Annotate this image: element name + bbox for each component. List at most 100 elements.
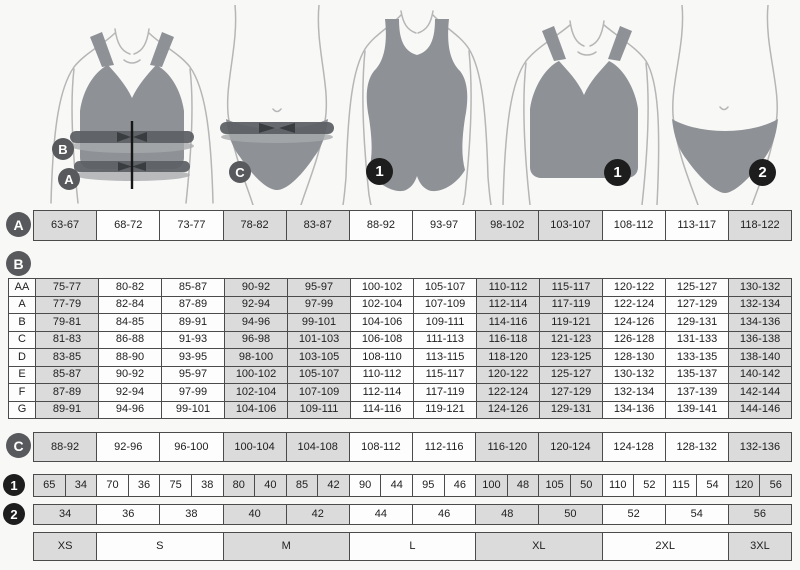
- cell-b-measure: 98-100: [225, 349, 287, 366]
- cell-b-measure: 128-130: [603, 349, 665, 366]
- cell-b-measure: 121-123: [540, 331, 602, 348]
- cell-b-measure: 117-119: [540, 296, 602, 313]
- cell-b-measure: 115-117: [414, 366, 476, 383]
- table-1-bra-sizes: 65 34 70 36 75 38 80 40 85 42 90 44 95 46 100 48 105 50 11…: [33, 474, 792, 497]
- cell-b-measure: 100-102: [351, 279, 413, 296]
- cell-b-measure: 102-104: [225, 384, 287, 401]
- cell-a-measure: 68-72: [97, 211, 160, 240]
- cell-bra-size: 120: [728, 475, 760, 496]
- cell-b-measure: 90-92: [99, 366, 161, 383]
- cell-b-measure: 136-138: [729, 331, 791, 348]
- cell-briefs-size: 52: [602, 505, 665, 524]
- cell-briefs-size: 54: [665, 505, 728, 524]
- cell-b-measure: 83-85: [36, 349, 98, 366]
- cell-b-measure: 130-132: [603, 366, 665, 383]
- cell-a-measure: 103-107: [539, 211, 602, 240]
- cell-b-measure: 86-88: [99, 331, 161, 348]
- bra-shape: [530, 26, 638, 178]
- cell-bra-size: 80: [223, 475, 255, 496]
- cell-c-measure: 120-124: [539, 433, 602, 461]
- cell-letter-size: M: [223, 533, 349, 560]
- cell-b-measure: 120-122: [477, 366, 539, 383]
- cell-b-measure: 115-117: [540, 279, 602, 296]
- cell-b-measure: 129-131: [540, 401, 602, 418]
- table-2-briefs-sizes: 34 36 38 40 42 44 46 48 50 52 54 56: [33, 504, 792, 525]
- table-letter-sizes: XS S M L XL 2XL 3XL: [33, 532, 792, 561]
- cell-b-measure: 120-122: [603, 279, 665, 296]
- cell-b-measure: 118-120: [477, 349, 539, 366]
- cell-briefs-size: 40: [223, 505, 286, 524]
- cell-b-measure: 91-93: [162, 331, 224, 348]
- cell-bra-size: 65: [34, 475, 65, 496]
- cell-b-measure: 114-116: [477, 314, 539, 331]
- body-outline: [342, 10, 492, 205]
- cell-bra-size: 75: [160, 475, 191, 496]
- cell-briefs-size: 36: [97, 505, 160, 524]
- cell-letter-size: XS: [34, 533, 97, 560]
- table-a-underbust-ranges: 63-67 68-72 73-77 78-82 83-87 88-92 93-97 98-10…: [33, 210, 792, 241]
- cell-b-measure: 134-136: [603, 401, 665, 418]
- cell-bra-size: 105: [539, 475, 570, 496]
- row-header-cup: A: [9, 296, 35, 313]
- cell-bra-size: 90: [349, 475, 381, 496]
- cell-b-measure: 125-127: [540, 366, 602, 383]
- cell-c-measure: 124-128: [602, 433, 665, 461]
- cell-b-measure: 114-116: [351, 401, 413, 418]
- cell-briefs-size: 42: [286, 505, 349, 524]
- cell-b-measure: 102-104: [351, 296, 413, 313]
- cell-b-measure: 97-99: [288, 296, 350, 313]
- cell-b-measure: 104-106: [351, 314, 413, 331]
- cell-a-measure: 93-97: [413, 211, 476, 240]
- cell-briefs-size: 56: [728, 505, 791, 524]
- cell-briefs-size: 50: [539, 505, 602, 524]
- cell-b-measure: 144-146: [729, 401, 791, 418]
- cell-b-measure: 80-82: [99, 279, 161, 296]
- cell-b-measure: 106-108: [351, 331, 413, 348]
- cell-b-measure: 122-124: [477, 384, 539, 401]
- cell-b-measure: 129-131: [666, 314, 728, 331]
- cell-b-measure: 95-97: [288, 279, 350, 296]
- cell-b-measure: 75-77: [36, 279, 98, 296]
- row-label-2: 2: [3, 503, 25, 525]
- cell-briefs-size: 34: [34, 505, 97, 524]
- cell-b-measure: 110-112: [477, 279, 539, 296]
- cell-briefs-size: 38: [160, 505, 223, 524]
- cell-b-measure: 122-124: [603, 296, 665, 313]
- cell-bra-size: 38: [191, 475, 223, 496]
- cell-b-measure: 87-89: [162, 296, 224, 313]
- cell-b-measure: 84-85: [99, 314, 161, 331]
- cell-letter-size: L: [349, 533, 476, 560]
- cell-b-measure: 99-101: [288, 314, 350, 331]
- cell-b-measure: 85-87: [162, 279, 224, 296]
- cell-c-measure: 116-120: [476, 433, 539, 461]
- cell-b-measure: 100-102: [225, 366, 287, 383]
- cell-b-measure: 92-94: [99, 384, 161, 401]
- cell-a-measure: 88-92: [349, 211, 412, 240]
- cell-b-measure: 81-83: [36, 331, 98, 348]
- cell-b-measure: 95-97: [162, 366, 224, 383]
- cell-briefs-size: 46: [413, 505, 476, 524]
- cell-c-measure: 128-132: [665, 433, 728, 461]
- cell-bra-size: 42: [318, 475, 349, 496]
- cell-letter-size: 2XL: [602, 533, 728, 560]
- hips-marker-c: C: [229, 161, 251, 183]
- bust-marker-b: B: [52, 138, 74, 160]
- cell-b-measure: 110-112: [351, 366, 413, 383]
- cell-a-measure: 108-112: [602, 211, 665, 240]
- hips-measure-band: [220, 122, 334, 143]
- cell-b-measure: 131-133: [666, 331, 728, 348]
- cell-b-measure: 88-90: [99, 349, 161, 366]
- cell-b-measure: 79-81: [36, 314, 98, 331]
- cell-b-measure: 90-92: [225, 279, 287, 296]
- cell-bra-size: 48: [507, 475, 539, 496]
- row-header-cup: E: [9, 366, 35, 383]
- cell-b-measure: 105-107: [414, 279, 476, 296]
- cell-c-measure: 92-96: [97, 433, 160, 461]
- cell-b-measure: 127-129: [540, 384, 602, 401]
- table-c-hip-ranges: 88-92 92-96 96-100 100-104 104-108 108-112 112…: [33, 432, 792, 462]
- cell-letter-size: XL: [476, 533, 602, 560]
- cell-letter-size: S: [97, 533, 223, 560]
- cell-b-measure: 134-136: [729, 314, 791, 331]
- briefs-measurement-diagram-icon: [220, 5, 334, 205]
- cell-c-measure: 88-92: [34, 433, 97, 461]
